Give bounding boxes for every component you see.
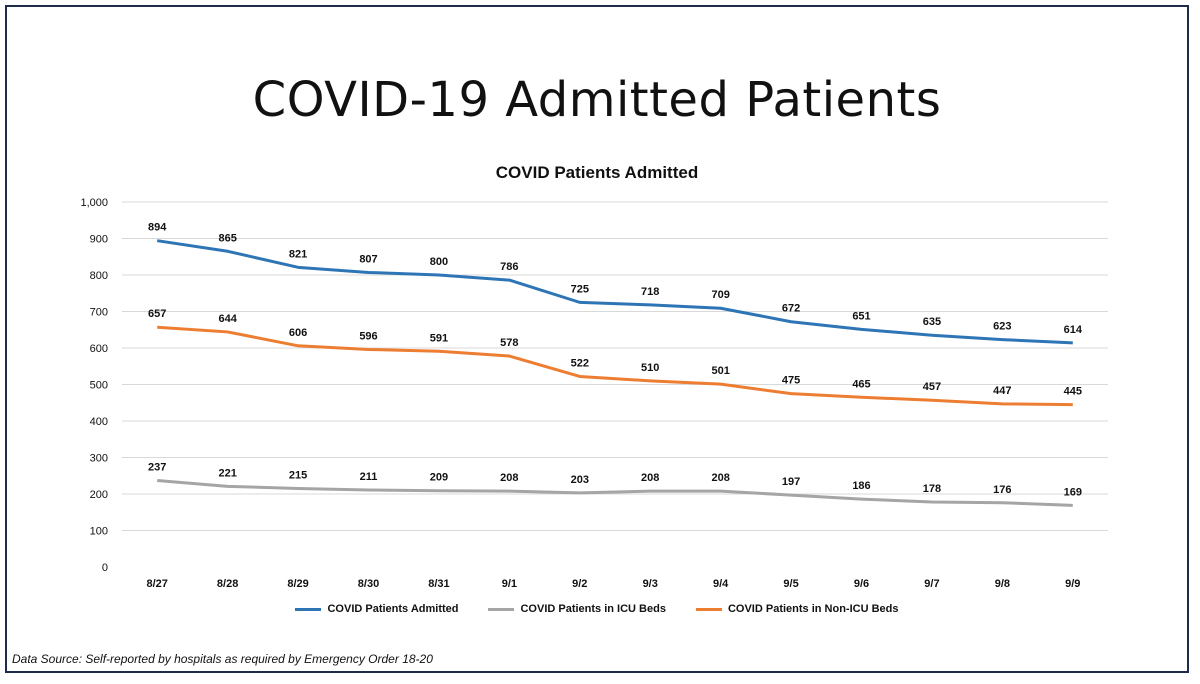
data-label: 894 [148, 222, 167, 234]
data-label: 501 [711, 365, 729, 377]
legend-item: COVID Patients in Non-ICU Beds [695, 603, 899, 615]
data-label: 807 [359, 253, 377, 265]
data-label: 178 [923, 483, 941, 495]
line-chart: 0 100 200 300 400 500 600 700 800 900 1,000 8/27 8/2… [80, 197, 1108, 590]
data-label: 209 [430, 472, 448, 484]
data-label: 221 [218, 467, 236, 479]
x-tick-label: 9/6 [854, 578, 869, 590]
y-tick-label: 600 [90, 343, 108, 355]
x-tick-label: 9/2 [572, 578, 587, 590]
data-label: 725 [571, 283, 589, 295]
data-label: 208 [641, 472, 659, 484]
data-label: 718 [641, 286, 659, 298]
y-tick-label: 300 [90, 453, 108, 465]
data-label: 169 [1064, 486, 1082, 498]
legend-label: COVID Patients Admitted [327, 603, 459, 615]
y-tick-label: 200 [90, 489, 108, 501]
x-tick-label: 8/31 [428, 578, 449, 590]
data-label: 596 [359, 330, 377, 342]
data-label: 208 [711, 472, 729, 484]
y-tick-label: 500 [90, 380, 108, 392]
data-label: 709 [711, 289, 729, 301]
data-label: 215 [289, 470, 307, 482]
legend-swatch [295, 607, 322, 611]
data-label: 786 [500, 261, 518, 273]
x-tick-label: 8/30 [358, 578, 379, 590]
legend-label: COVID Patients in ICU Beds [520, 603, 666, 615]
y-tick-label: 100 [90, 526, 108, 538]
data-label: 651 [852, 310, 870, 322]
legend-swatch [695, 607, 722, 611]
data-label: 614 [1064, 324, 1083, 336]
legend-item: COVID Patients Admitted [295, 603, 458, 615]
x-tick-label: 9/8 [995, 578, 1010, 590]
data-label: 475 [782, 375, 800, 387]
data-label: 623 [993, 321, 1011, 333]
y-tick-label: 400 [90, 416, 108, 428]
data-label: 445 [1064, 386, 1082, 398]
x-tick-label: 9/9 [1065, 578, 1080, 590]
y-tick-label: 800 [90, 270, 108, 282]
data-label: 800 [430, 256, 448, 268]
data-label: 211 [360, 471, 378, 483]
data-label: 591 [430, 332, 448, 344]
x-tick-label: 8/29 [287, 578, 308, 590]
data-label: 510 [641, 362, 659, 374]
data-label: 208 [500, 472, 518, 484]
x-tick-label: 9/5 [783, 578, 798, 590]
data-label: 606 [289, 327, 307, 339]
legend-label: COVID Patients in Non-ICU Beds [727, 603, 899, 615]
slide-frame [5, 5, 1189, 673]
data-label: 657 [148, 308, 166, 320]
data-source-note: Data Source: Self-reported by hospitals … [12, 652, 433, 666]
series-line [157, 479, 1073, 507]
data-label: 821 [289, 248, 307, 260]
y-tick-label: 900 [90, 234, 108, 246]
slide-title: COVID-19 Admitted Patients [252, 72, 942, 128]
y-tick-label: 700 [90, 307, 108, 319]
x-tick-label: 9/4 [713, 578, 729, 590]
series-line [157, 325, 1073, 407]
data-label: 186 [852, 480, 870, 492]
data-label: 203 [571, 474, 589, 486]
x-tick-label: 8/28 [217, 578, 238, 590]
data-label: 197 [782, 476, 800, 488]
x-tick-label: 9/1 [502, 578, 517, 590]
data-label: 465 [852, 378, 870, 390]
y-tick-label: 0 [102, 562, 108, 574]
x-tick-label: 9/3 [643, 578, 658, 590]
data-label: 635 [923, 316, 941, 328]
chart-legend: COVID Patients Admitted COVID Patients in… [0, 603, 1194, 615]
data-label: 578 [500, 337, 518, 349]
data-label: 672 [782, 303, 800, 315]
legend-item: COVID Patients in ICU Beds [488, 603, 666, 615]
data-label: 644 [218, 313, 237, 325]
y-tick-label: 1,000 [80, 197, 108, 209]
legend-swatch [488, 607, 515, 611]
x-tick-label: 8/27 [147, 578, 168, 590]
x-tick-label: 9/7 [924, 578, 939, 590]
series-line [156, 239, 1073, 345]
data-label: 237 [148, 461, 166, 473]
data-label: 176 [993, 484, 1011, 496]
data-label: 522 [571, 357, 589, 369]
data-label: 447 [993, 385, 1011, 397]
data-label: 865 [218, 232, 236, 244]
data-label: 457 [923, 381, 941, 393]
chart-title: COVID Patients Admitted [495, 163, 699, 182]
